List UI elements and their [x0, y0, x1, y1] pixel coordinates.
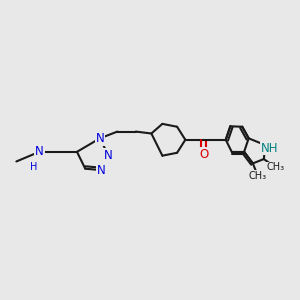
Text: CH₃: CH₃ — [266, 162, 284, 172]
Text: CH₃: CH₃ — [249, 171, 267, 181]
Text: N: N — [96, 132, 104, 145]
Text: N: N — [97, 164, 106, 177]
Text: N: N — [104, 149, 112, 162]
Text: O: O — [199, 148, 208, 161]
Text: H: H — [30, 162, 38, 172]
Text: NH: NH — [261, 142, 278, 154]
Text: N: N — [35, 145, 44, 158]
